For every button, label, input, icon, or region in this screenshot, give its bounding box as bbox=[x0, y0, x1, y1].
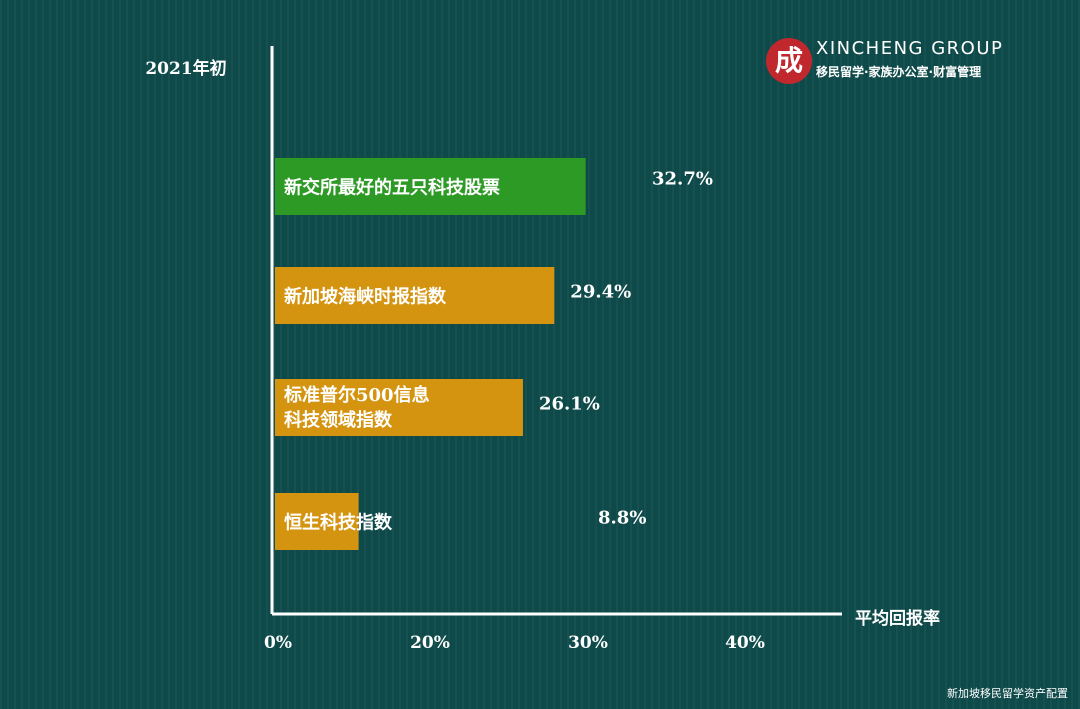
brand-name: XINCHENG GROUP bbox=[816, 38, 1004, 59]
bar-value-label: 8.8% bbox=[598, 508, 646, 529]
brand-tagline: 移民留学·家族办公室·财富管理 bbox=[816, 65, 982, 79]
bar-category-label: 新加坡海峡时报指数 bbox=[284, 286, 447, 308]
x-tick-label: 20% bbox=[410, 633, 450, 653]
bar-value-label: 29.4% bbox=[570, 282, 631, 303]
x-tick-label: 30% bbox=[568, 633, 608, 653]
x-axis-label: 平均回报率 bbox=[855, 608, 940, 629]
bar bbox=[275, 379, 523, 436]
bar-category-label: 科技领域指数 bbox=[284, 409, 393, 431]
chart-title: 2021年初 bbox=[145, 58, 226, 79]
watermark: 新加坡移民留学资产配置 bbox=[947, 687, 1068, 700]
x-tick-label: 40% bbox=[725, 633, 765, 653]
seal-logo: 成 bbox=[766, 38, 812, 84]
bar bbox=[275, 158, 586, 215]
bar-category-label: 新交所最好的五只科技股票 bbox=[284, 177, 500, 199]
x-tick-label: 0% bbox=[264, 633, 292, 653]
bar-value-label: 32.7% bbox=[652, 169, 713, 190]
bar-category-label: 恒生科技指数 bbox=[284, 512, 393, 534]
bar-value-label: 26.1% bbox=[539, 394, 600, 415]
bar bbox=[275, 493, 359, 550]
bar-category-label: 标准普尔500信息 bbox=[283, 384, 430, 406]
bar bbox=[275, 267, 555, 324]
brand-logo: 成 XINCHENG GROUP 移民留学·家族办公室·财富管理 bbox=[766, 38, 1016, 88]
